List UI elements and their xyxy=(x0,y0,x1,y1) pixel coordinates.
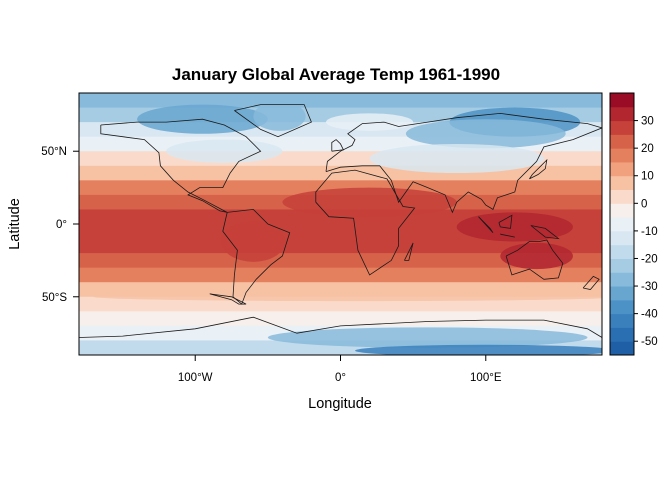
temperature-band xyxy=(79,180,602,196)
temperature-region xyxy=(282,187,457,217)
colorbar-tick-label: -30 xyxy=(641,281,658,293)
temperature-region xyxy=(369,143,544,174)
y-tick-label: 50°S xyxy=(42,292,67,304)
temperature-region xyxy=(93,292,602,302)
temperature-band xyxy=(79,93,602,109)
colorbar-frame xyxy=(609,92,635,356)
temperature-region xyxy=(405,119,566,149)
coastline xyxy=(530,225,560,240)
y-axis-title: Latitude xyxy=(7,198,23,250)
colorbar-swatch xyxy=(610,341,634,356)
colorbar-swatch xyxy=(610,230,634,246)
coastline xyxy=(500,233,515,238)
temperature-band xyxy=(79,267,602,283)
colorbar-swatch xyxy=(610,161,634,177)
x-tick-label: 0° xyxy=(335,372,346,384)
colorbar-swatch xyxy=(610,244,634,259)
temperature-region xyxy=(325,113,414,131)
coastline xyxy=(315,169,416,276)
colorbar-swatch xyxy=(610,313,634,328)
coastline xyxy=(529,158,548,180)
colorbar-swatch xyxy=(610,286,634,301)
y-axis: 50°N 0° 50°S xyxy=(41,146,79,304)
colorbar-swatch xyxy=(610,189,634,204)
colorbar-swatch xyxy=(610,134,634,149)
temperature-map xyxy=(79,93,602,355)
coastline xyxy=(404,242,414,261)
coastline xyxy=(498,214,513,229)
colorbar-tick-label: 10 xyxy=(641,171,654,183)
temperature-region xyxy=(456,212,573,242)
colorbar-tick-label: -10 xyxy=(641,226,658,238)
coastline xyxy=(505,239,564,280)
temperature-region xyxy=(253,101,306,131)
colorbar-swatch xyxy=(610,148,634,163)
colorbar-swatch xyxy=(610,203,634,218)
colorbar-swatch xyxy=(610,120,634,135)
temperature-band xyxy=(79,165,602,181)
coastline xyxy=(100,118,262,213)
temperature-band xyxy=(79,311,602,327)
temperature-region xyxy=(166,139,283,163)
continent-outlines xyxy=(79,104,602,338)
colorbar-swatch xyxy=(610,175,634,191)
x-axis-title: Longitude xyxy=(308,396,372,412)
x-tick-label: 100°W xyxy=(178,372,213,384)
x-axis: 100°W 0° 100°E xyxy=(178,355,502,384)
temperature-band xyxy=(79,238,602,254)
coastline xyxy=(325,112,602,214)
colorbar-swatch xyxy=(610,272,634,287)
y-tick-label: 0° xyxy=(56,219,67,231)
coastline xyxy=(478,216,494,233)
colorbar-swatch xyxy=(610,106,634,122)
colorbar-swatch xyxy=(610,299,634,315)
colorbar-tick-label: 30 xyxy=(641,116,654,128)
temperature-band xyxy=(79,253,602,269)
colorbar-swatch xyxy=(610,258,634,273)
y-tick-label: 50°N xyxy=(41,146,67,158)
colorbar-swatch xyxy=(610,217,634,232)
coastline xyxy=(209,293,247,305)
x-tick-label: 100°E xyxy=(470,372,502,384)
chart-title: January Global Average Temp 1961-1990 xyxy=(172,65,500,84)
colorbar-tick-label: -40 xyxy=(641,309,658,321)
coastline xyxy=(331,139,345,152)
coastline xyxy=(222,208,291,305)
temperature-region xyxy=(267,327,588,348)
coastline xyxy=(234,104,312,138)
coastline xyxy=(79,316,602,338)
coastline xyxy=(582,275,600,290)
colorbar-swatch xyxy=(610,93,634,108)
colorbar-tick-label: 20 xyxy=(641,143,654,155)
colorbar-tick-label: -20 xyxy=(641,253,658,265)
colorbar: 30 20 10 0 -10 -20 -30 -40 -50 xyxy=(609,92,658,356)
colorbar-swatch xyxy=(610,327,634,342)
temperature-region xyxy=(355,344,602,355)
colorbar-tick-label: 0 xyxy=(641,198,647,210)
colorbar-tick-label: -50 xyxy=(641,336,658,348)
